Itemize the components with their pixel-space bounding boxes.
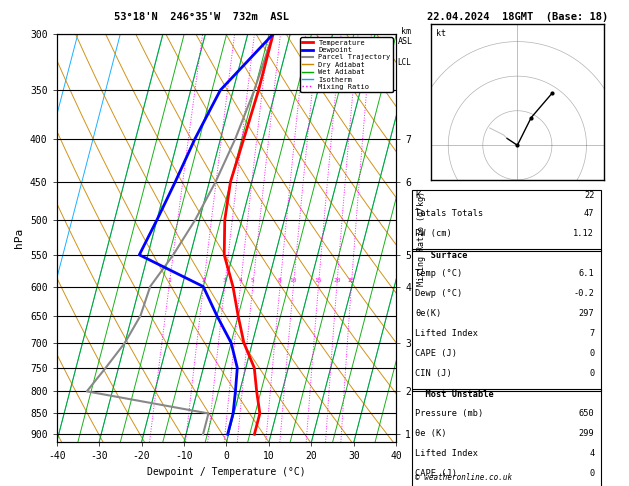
X-axis label: Dewpoint / Temperature (°C): Dewpoint / Temperature (°C): [147, 467, 306, 477]
Text: 22: 22: [584, 191, 594, 200]
Text: LCL: LCL: [397, 58, 411, 68]
Text: 650: 650: [579, 409, 594, 418]
Text: -0.2: -0.2: [574, 289, 594, 298]
Text: Lifted Index: Lifted Index: [415, 449, 478, 458]
Text: 53°18'N  246°35'W  732m  ASL: 53°18'N 246°35'W 732m ASL: [114, 12, 289, 22]
Text: Lifted Index: Lifted Index: [415, 329, 478, 338]
Text: Most Unstable: Most Unstable: [415, 390, 494, 399]
Text: 1.12: 1.12: [574, 229, 594, 239]
Text: 0: 0: [589, 369, 594, 378]
Text: © weatheronline.co.uk: © weatheronline.co.uk: [415, 473, 512, 482]
Text: 2: 2: [201, 278, 205, 283]
Legend: Temperature, Dewpoint, Parcel Trajectory, Dry Adiabat, Wet Adiabat, Isotherm, Mi: Temperature, Dewpoint, Parcel Trajectory…: [301, 37, 392, 92]
Text: 4: 4: [238, 278, 242, 283]
Text: 15: 15: [314, 278, 322, 283]
Text: 5: 5: [251, 278, 255, 283]
Text: Surface: Surface: [415, 251, 467, 260]
Text: 297: 297: [579, 309, 594, 318]
Text: km
ASL: km ASL: [398, 27, 413, 46]
Text: CAPE (J): CAPE (J): [415, 469, 457, 478]
Text: 7: 7: [589, 329, 594, 338]
Y-axis label: hPa: hPa: [14, 228, 25, 248]
Text: 10: 10: [289, 278, 297, 283]
Text: 4: 4: [589, 449, 594, 458]
Text: CAPE (J): CAPE (J): [415, 349, 457, 358]
Text: 6.1: 6.1: [579, 269, 594, 278]
Y-axis label: Mixing Ratio (g/kg): Mixing Ratio (g/kg): [417, 191, 426, 286]
Text: PW (cm): PW (cm): [415, 229, 452, 239]
Text: Totals Totals: Totals Totals: [415, 209, 484, 219]
Text: CIN (J): CIN (J): [415, 369, 452, 378]
Text: Pressure (mb): Pressure (mb): [415, 409, 484, 418]
Text: Dewp (°C): Dewp (°C): [415, 289, 462, 298]
Text: 22.04.2024  18GMT  (Base: 18): 22.04.2024 18GMT (Base: 18): [426, 12, 608, 22]
Text: 0: 0: [589, 469, 594, 478]
Text: 0: 0: [589, 349, 594, 358]
Text: 1: 1: [167, 278, 171, 283]
Text: 47: 47: [584, 209, 594, 219]
Text: 299: 299: [579, 429, 594, 438]
Text: 20: 20: [333, 278, 340, 283]
Text: 3: 3: [223, 278, 226, 283]
Text: 8: 8: [278, 278, 282, 283]
Text: Temp (°C): Temp (°C): [415, 269, 462, 278]
Text: θe (K): θe (K): [415, 429, 447, 438]
Text: θe(K): θe(K): [415, 309, 442, 318]
Text: K: K: [415, 191, 420, 200]
Text: 25: 25: [348, 278, 355, 283]
Text: kt: kt: [436, 29, 446, 38]
